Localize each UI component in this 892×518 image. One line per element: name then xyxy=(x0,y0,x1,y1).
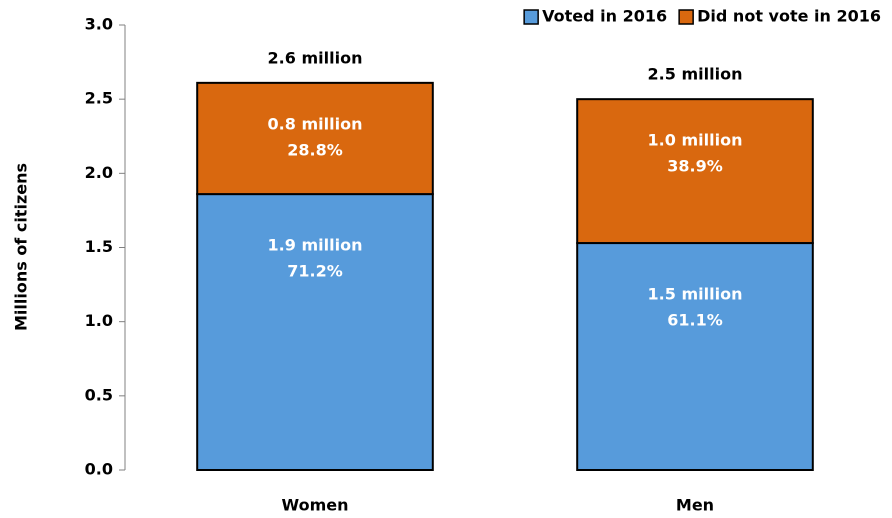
data-label: 1.9 million xyxy=(268,236,363,255)
data-label: 1.5 million xyxy=(648,285,743,304)
bar-segment xyxy=(576,242,814,471)
bar-segment xyxy=(196,81,434,196)
data-label: 1.0 million xyxy=(648,131,743,150)
bar-segment xyxy=(196,193,434,471)
percentage-label: 61.1% xyxy=(667,311,723,330)
y-tick-label: 1.5 xyxy=(85,237,113,256)
total-label: 2.6 million xyxy=(268,48,363,67)
y-tick-label: 0.0 xyxy=(85,460,113,479)
legend-label: Did not vote in 2016 xyxy=(697,7,881,26)
legend-swatch xyxy=(678,9,694,25)
percentage-label: 28.8% xyxy=(287,140,343,159)
percentage-label: 71.2% xyxy=(287,262,343,281)
y-tick-label: 0.5 xyxy=(85,385,113,404)
y-tick-label: 1.0 xyxy=(85,311,113,330)
percentage-label: 38.9% xyxy=(667,157,723,176)
x-tick-label: Men xyxy=(676,496,714,515)
y-axis-label: Millions of citizens xyxy=(12,163,31,331)
y-tick-label: 2.0 xyxy=(85,163,113,182)
x-tick-label: Women xyxy=(282,496,349,515)
y-tick-label: 3.0 xyxy=(85,15,113,34)
legend-label: Voted in 2016 xyxy=(542,7,667,26)
y-tick-label: 2.5 xyxy=(85,89,113,108)
bar-segment xyxy=(576,98,814,245)
legend-swatch xyxy=(523,9,539,25)
total-label: 2.5 million xyxy=(648,65,743,84)
data-label: 0.8 million xyxy=(268,114,363,133)
